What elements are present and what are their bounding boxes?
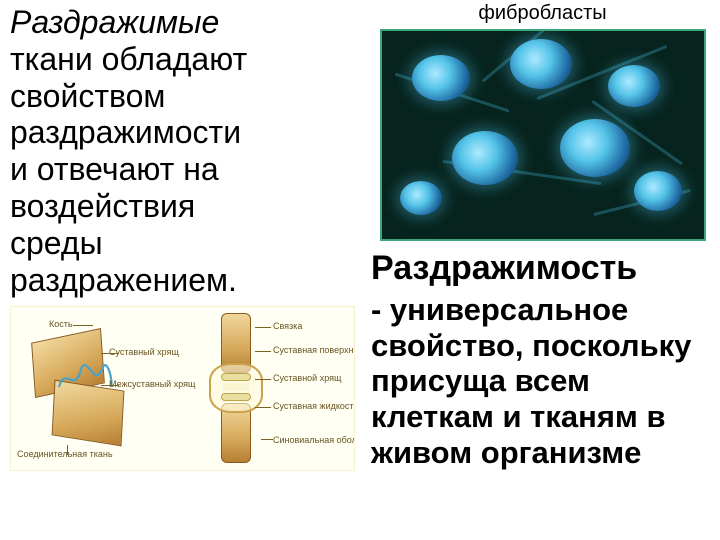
leader-line [261,439,273,440]
leader-line [101,353,119,354]
fibroblast-cell [608,65,660,107]
label-ligament: Связка [273,321,302,331]
joint-anatomy-diagram: Кость Суставный хрящ Межсуставный хрящ С… [10,306,355,471]
left-line-7: среды [10,225,103,261]
def-line-3: присуща всем [371,363,590,398]
fibroblast-cell [560,119,630,177]
fibroblast-cell [400,181,442,215]
label-membrane: Синовиальная оболочка [273,435,355,445]
left-column: Раздражимые ткани обладают свойством раз… [0,0,365,540]
fibroblast-micrograph [380,29,706,241]
left-line-3: свойством [10,78,165,114]
articular-cartilage-lower [221,393,251,401]
connective-squiggle-icon [55,357,115,397]
right-column: фибробласты Раздражимость - универсально… [365,0,720,540]
fibroblast-cell [510,39,572,89]
left-line-6: воздействия [10,188,195,224]
label-joint-cart: Суставной хрящ [273,373,341,383]
leader-line [255,351,271,352]
spacer [371,241,714,249]
slide-root: Раздражимые ткани обладают свойством раз… [0,0,720,540]
def-line-4: клеткам и тканям в [371,399,666,434]
definition-paragraph: - универсальное свойство, поскольку прис… [371,292,714,470]
leader-line [67,445,68,455]
fibroblast-caption: фибробласты [371,2,714,25]
label-cartilage: Суставный хрящ [109,347,179,357]
leader-line [73,325,93,326]
word-razdrazhimye: Раздражимые [10,4,219,40]
leader-line [255,379,271,380]
left-line-8: раздражением. [10,262,237,298]
leader-line [255,407,271,408]
synovial-fluid [223,383,249,391]
def-line-2: свойство, поскольку [371,328,691,363]
label-fluid: Суставная жидкость [273,401,355,411]
label-surface: Суставная поверхность [273,345,355,355]
fibroblast-cell [452,131,518,185]
leader-line [101,385,119,386]
left-line-5: и отвечают на [10,151,219,187]
label-bone: Кость [49,319,73,329]
left-line-4: раздражимости [10,114,241,150]
left-paragraph: Раздражимые ткани обладают свойством раз… [10,4,359,298]
definition-heading: Раздражимость [371,249,714,288]
def-line-1: - универсальное [371,292,628,327]
articular-cartilage-upper [221,373,251,381]
label-connective: Соединительная ткань [17,449,113,459]
left-line-2: ткани обладают [10,41,247,77]
label-interosseous: Межсуставный хрящ [109,379,195,389]
fibroblast-cell [412,55,470,101]
fibroblast-cell [634,171,682,211]
leader-line [255,327,271,328]
def-line-5: живом организме [371,435,641,470]
